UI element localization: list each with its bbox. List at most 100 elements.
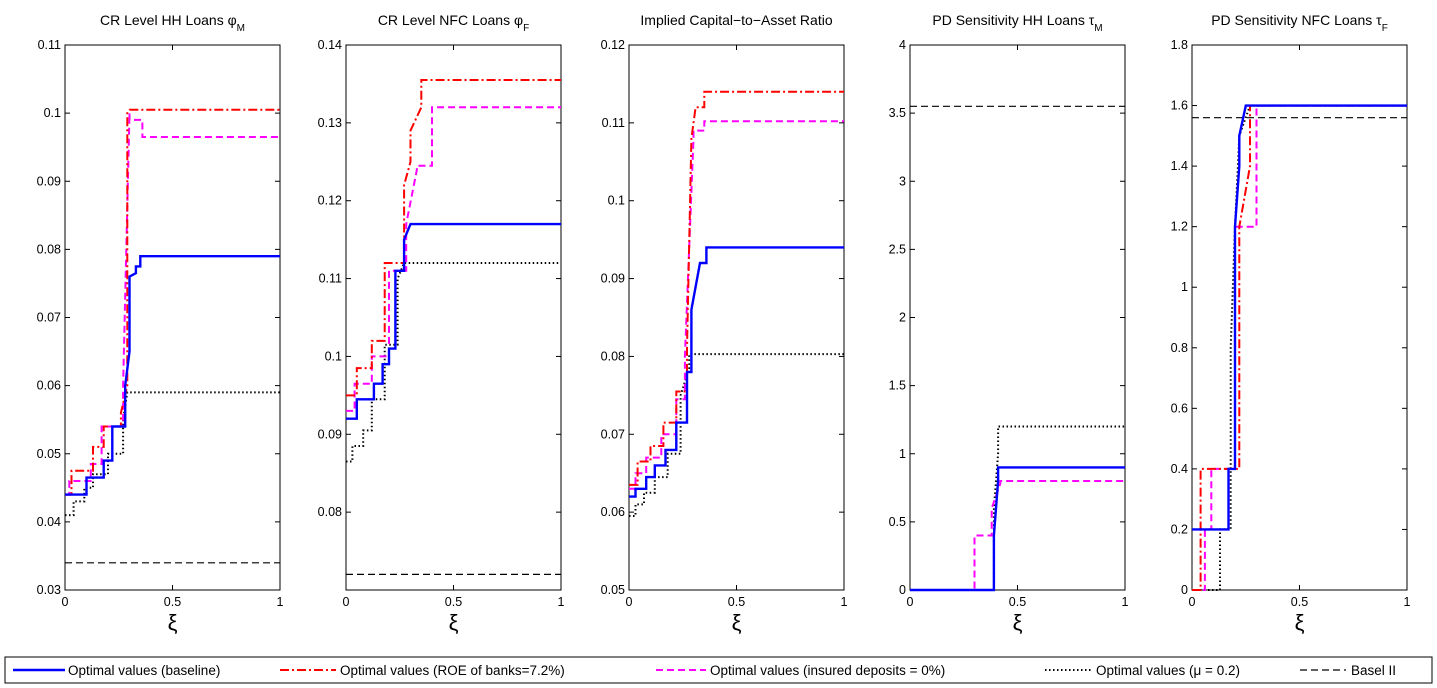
y-tick-label: 0.8 [1171, 341, 1188, 355]
series-line-roe [629, 90, 844, 486]
panel-title: CR Level HH Loans φM [100, 12, 245, 34]
y-tick-label: 1 [1181, 280, 1188, 294]
axes-frame [628, 44, 845, 591]
panel-title: PD Sensitivity NFC Loans τF [1211, 12, 1388, 34]
y-tick-label: 1.8 [1171, 38, 1188, 52]
x-axis-label: ξ [168, 610, 178, 635]
y-tick-label: 0.06 [601, 505, 625, 519]
legend-label-baseline: Optimal values (baseline) [68, 663, 220, 678]
panel-title-subscript: M [237, 23, 245, 34]
x-axis-label: ξ [449, 610, 459, 635]
y-tick-label: 1.4 [1171, 159, 1188, 173]
panel-title-main: PD Sensitivity NFC Loans τ [1211, 12, 1382, 28]
series-line-baseline [65, 255, 280, 496]
panel-1: CR Level HH Loans φM 0.03 0.04 0.05 0.06 0.07… [37, 12, 284, 635]
y-tick-label: 0.1 [325, 349, 342, 363]
x-tick-label: 0 [343, 595, 350, 609]
y-tick-label: 2 [899, 311, 906, 325]
series-line-insured [1192, 104, 1407, 591]
y-tick-label: 0.11 [319, 272, 342, 286]
panel-title-main: CR Level NFC Loans φ [378, 12, 523, 28]
legend-label-roe: Optimal values (ROE of banks=7.2%) [340, 663, 565, 678]
axes-frame [64, 44, 281, 591]
series-line-mu [910, 425, 1125, 591]
series-line-roe [346, 79, 561, 397]
series-line-baseline [346, 222, 561, 420]
x-tick-label: 1 [1122, 595, 1129, 609]
x-tick-label: 0.5 [445, 595, 462, 609]
y-tick-label: 0.6 [1171, 401, 1188, 415]
series-line-roe [65, 108, 280, 496]
y-tick-label: 2.5 [889, 242, 906, 256]
panel-title-main: CR Level HH Loans φ [100, 12, 237, 28]
x-axis-label: ξ [732, 610, 742, 635]
panel-title-subscript: M [1094, 23, 1102, 34]
y-tick-label: 0.1 [608, 194, 625, 208]
panel-title: PD Sensitivity HH Loans τM [932, 12, 1102, 34]
y-tick-label: 0.13 [318, 116, 342, 130]
y-tick-label: 0.08 [318, 505, 342, 519]
y-tick-label: 0.05 [601, 583, 625, 597]
panel-title-main: PD Sensitivity HH Loans τ [932, 12, 1094, 28]
series-line-baseline [1192, 104, 1407, 531]
y-tick-label: 0.14 [318, 38, 342, 52]
x-axis-label: ξ [1295, 610, 1305, 635]
y-tick-label: 0.12 [601, 38, 625, 52]
x-tick-label: 0 [626, 595, 633, 609]
y-tick-label: 3 [899, 174, 906, 188]
series-line-insured [629, 120, 844, 490]
axes-frame [909, 44, 1126, 591]
x-tick-label: 0.5 [1009, 595, 1026, 609]
y-tick-label: 0.08 [37, 242, 61, 256]
y-tick-label: 1.5 [889, 379, 906, 393]
y-tick-label: 0.07 [601, 427, 625, 441]
y-tick-label: 4 [899, 38, 906, 52]
y-tick-label: 0.12 [318, 194, 342, 208]
panel-2: CR Level NFC Loans φF 0.08 0.09 0.1 0.11 0.12… [318, 12, 565, 635]
series-line-baseline [910, 466, 1125, 592]
x-tick-label: 0.5 [728, 595, 745, 609]
x-tick-label: 0.5 [164, 595, 181, 609]
panel-title-main: Implied Capital−to−Asset Ratio [640, 12, 832, 28]
y-tick-label: 0.2 [1171, 522, 1188, 536]
x-tick-label: 1 [1404, 595, 1411, 609]
legend-label-insured: Optimal values (insured deposits = 0%) [710, 663, 945, 678]
y-tick-label: 0.1 [44, 106, 61, 120]
legend-label-basel: Basel II [1351, 663, 1396, 678]
x-axis-label: ξ [1013, 610, 1023, 635]
panel-title-subscript: F [1382, 23, 1388, 34]
y-tick-label: 3.5 [889, 106, 906, 120]
y-tick-label: 0.5 [889, 515, 906, 529]
series-line-mu [1192, 104, 1407, 591]
x-tick-label: 1 [277, 595, 284, 609]
y-tick-label: 0.4 [1171, 462, 1188, 476]
y-tick-label: 0.09 [601, 272, 625, 286]
x-tick-label: 0 [1189, 595, 1196, 609]
x-tick-label: 0 [62, 595, 69, 609]
x-tick-label: 0 [907, 595, 914, 609]
legend-box [4, 656, 1433, 684]
y-tick-label: 1 [899, 447, 906, 461]
x-tick-label: 1 [841, 595, 848, 609]
y-tick-label: 0.03 [37, 583, 61, 597]
series-line-baseline [629, 246, 844, 498]
panel-title: Implied Capital−to−Asset Ratio [640, 12, 832, 28]
y-tick-label: 0.11 [602, 116, 625, 130]
axes-frame [1191, 44, 1408, 591]
panel-3: Implied Capital−to−Asset Ratio 0.05 0.06 0.… [601, 12, 848, 635]
series-line-roe [1192, 104, 1407, 591]
y-tick-label: 0.09 [37, 174, 61, 188]
y-tick-label: 0.11 [38, 38, 61, 52]
y-tick-label: 0.06 [37, 379, 61, 393]
legend: Optimal values (baseline) Optimal values … [4, 656, 1433, 684]
axes-frame [345, 44, 562, 591]
x-tick-label: 1 [558, 595, 565, 609]
x-tick-label: 0.5 [1291, 595, 1308, 609]
panel-title: CR Level NFC Loans φF [378, 12, 529, 34]
y-tick-label: 0.09 [318, 427, 342, 441]
panel-4: PD Sensitivity HH Loans τM 0 0.5 1 1.5 2 2.5 3 3… [889, 12, 1129, 635]
y-tick-label: 0.07 [37, 311, 61, 325]
panel-title-subscript: F [523, 23, 529, 34]
y-tick-label: 0 [899, 583, 906, 597]
